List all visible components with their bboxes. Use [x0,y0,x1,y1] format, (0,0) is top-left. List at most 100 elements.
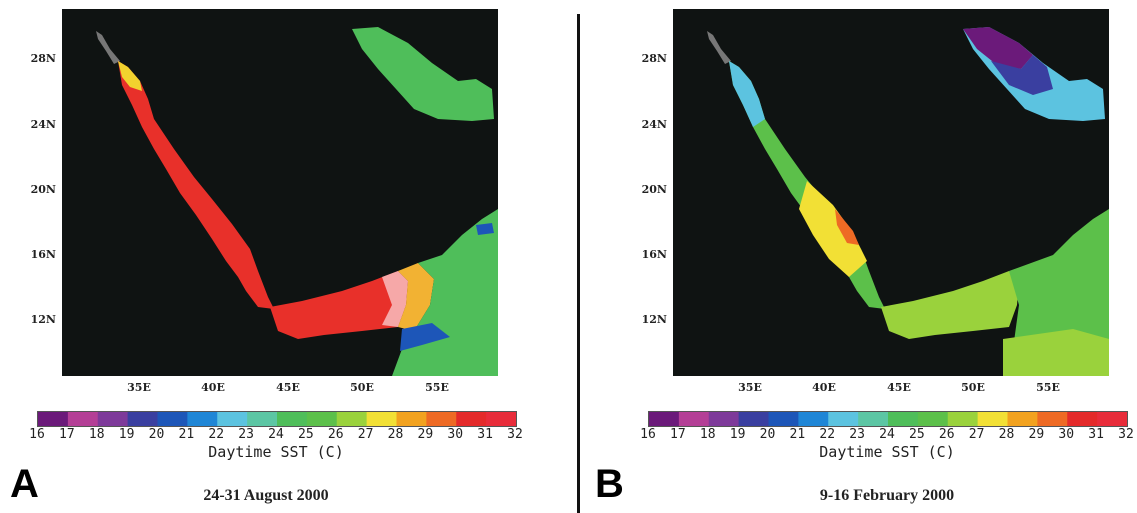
lon-label: 45E [276,381,300,394]
colorbar-tick-label: 23 [238,427,254,442]
colorbar-swatch [1097,412,1127,426]
sst-map-february [673,9,1109,376]
colorbar-swatch [127,412,159,426]
colorbar-tick-label: 32 [507,427,523,442]
colorbar-swatch [67,412,99,426]
colorbar-tick-label: 28 [998,427,1015,442]
colorbar-svg [649,412,1127,426]
colorbar-swatch [1037,412,1068,426]
colorbar-swatch [277,412,308,426]
colorbar-swatch [738,412,770,426]
colorbar-tick-label: 27 [357,427,374,442]
red-sea-north-warm [118,61,142,91]
colorbar-tick-label: 19 [729,427,746,442]
colorbar-tick-label: 32 [1118,427,1134,442]
lat-label: 28N [641,52,667,65]
lon-label: 50E [350,381,374,394]
colorbar-tick-label: 28 [387,427,404,442]
colorbar-tick-label: 18 [699,427,716,442]
colorbar-swatch [798,412,829,426]
lon-label: 40E [812,381,836,394]
red-sea-central-warm [799,181,867,277]
lat-label: 16N [641,248,667,261]
persian-gulf-cold [963,27,1033,69]
colorbar-tick-label: 22 [208,427,225,442]
panel-b: 28N 24N 20N 16N 12N 35E 40E 45E 50E 55E … [570,0,1137,513]
panel-a: 28N 24N 20N 16N 12N 35E 40E 45E 50E 55E … [0,0,568,513]
lat-label: 12N [30,313,56,326]
lon-label: 55E [1036,381,1060,394]
colorbar-swatch [1067,412,1098,426]
colorbar-swatch [708,412,740,426]
colorbar-tick-label: 27 [968,427,985,442]
upwelling-cool-2 [476,223,494,235]
colorbar-tick-label: 30 [1058,427,1075,442]
sst-map-b-svg [707,27,1109,376]
lon-label: 35E [127,381,151,394]
gulf-of-suez [96,31,120,64]
colorbar-swatch [187,412,218,426]
colorbar-svg [38,412,516,426]
lon-label: 50E [961,381,985,394]
red-sea-hotspot [835,209,859,245]
panel-letter: B [595,462,624,506]
sst-map-august [62,9,498,376]
red-sea [118,61,274,309]
colorbar-swatch [306,412,338,426]
colorbar-tick-label: 26 [327,427,344,442]
colorbar-swatch [678,412,710,426]
lat-label: 24N [30,118,56,131]
aden-yellow-front [398,263,434,331]
colorbar-tick-label: 17 [670,427,686,442]
colorbar-swatch [426,412,457,426]
gulf-of-aden [270,271,408,339]
colorbar-tick-label: 18 [88,427,105,442]
colorbar-swatch [768,412,799,426]
lon-label: 40E [201,381,225,394]
colorbar-tick-label: 16 [29,427,45,442]
date-label: 9-16 February 2000 [819,487,955,504]
colorbar-title: Daytime SST (C) [208,443,344,461]
colorbar-swatch [247,412,278,426]
gulf-of-aden [881,271,1019,339]
colorbar [37,411,517,427]
persian-gulf-cool [991,55,1053,95]
colorbar-swatch [157,412,188,426]
date-label: 24-31 August 2000 [203,487,329,504]
colorbar-tick-label: 24 [879,427,895,442]
colorbar-swatch [366,412,398,426]
colorbar-title: Daytime SST (C) [819,443,955,461]
colorbar-tick-label: 20 [148,427,165,442]
colorbar-swatch [649,412,680,426]
red-sea-north-cool [729,61,765,127]
colorbar-tick-label: 25 [909,427,925,442]
panel-divider [577,14,580,513]
colorbar-tick-label: 29 [1028,427,1045,442]
colorbar-swatch [97,412,129,426]
lat-label: 28N [30,52,56,65]
lon-label: 55E [425,381,449,394]
lat-label: 12N [641,313,667,326]
colorbar-tick-label: 21 [789,427,806,442]
colorbar-tick-label: 19 [118,427,135,442]
panel-letter: A [10,462,39,506]
aden-warm-front [382,271,408,327]
colorbar-swatch [828,412,859,426]
colorbar-swatch [336,412,368,426]
colorbar [648,411,1128,427]
colorbar-tick-label: 31 [1088,427,1104,442]
colorbar-swatch [858,412,889,426]
colorbar-tick-label: 29 [417,427,434,442]
lon-label: 35E [738,381,762,394]
colorbar-swatch [917,412,949,426]
colorbar-tick-label: 21 [178,427,195,442]
colorbar-tick-label: 23 [849,427,865,442]
colorbar-swatch [396,412,427,426]
colorbar-tick-label: 25 [298,427,314,442]
colorbar-tick-label: 22 [819,427,836,442]
colorbar-swatch [486,412,516,426]
colorbar-swatch [38,412,69,426]
persian-gulf [352,27,494,121]
upwelling-cool [400,323,450,351]
sst-map-a-svg [96,27,498,376]
